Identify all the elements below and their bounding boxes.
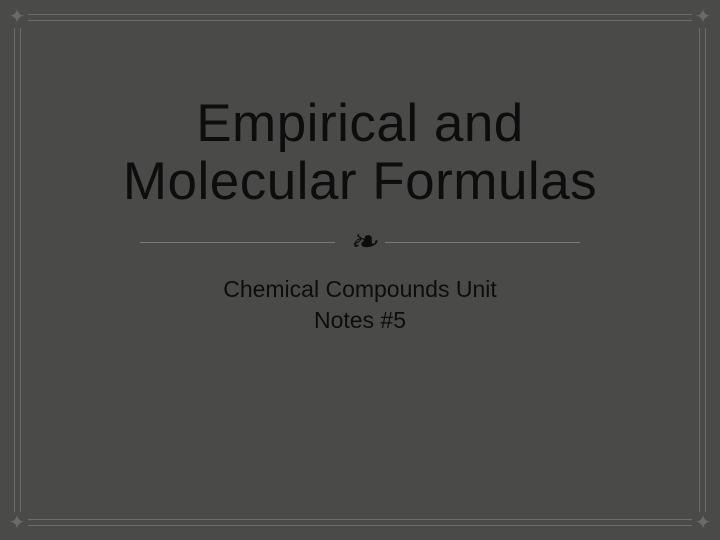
slide-title: Empirical and Molecular Formulas <box>123 95 597 212</box>
title-line-2: Molecular Formulas <box>123 153 597 211</box>
flourish-icon: ❧ <box>345 226 376 260</box>
divider-rule-left <box>140 242 335 243</box>
subtitle-line-2: Notes #5 <box>223 305 497 336</box>
title-divider: ❧ <box>140 226 580 260</box>
title-line-1: Empirical and <box>123 95 597 153</box>
divider-rule-right <box>385 242 580 243</box>
subtitle-line-1: Chemical Compounds Unit <box>223 274 497 305</box>
slide-subtitle: Chemical Compounds Unit Notes #5 <box>223 274 497 336</box>
slide-content: Empirical and Molecular Formulas ❧ Chemi… <box>0 0 720 540</box>
